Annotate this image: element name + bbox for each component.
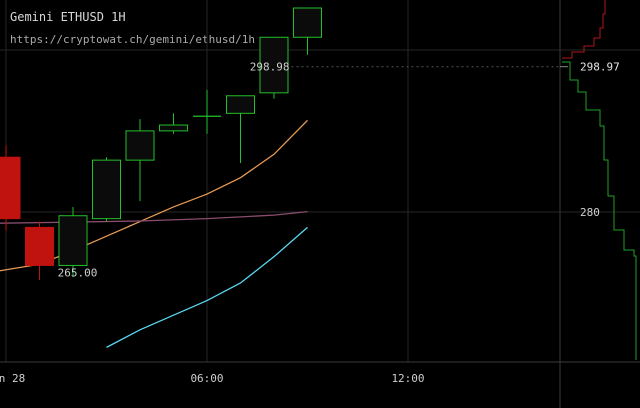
chart-source-url[interactable]: https://cryptowat.ch/gemini/ethusd/1h: [10, 33, 256, 46]
high-price-label: 298.98: [250, 61, 290, 74]
candle-body[interactable]: [125, 130, 155, 161]
candle-layer: [0, 7, 322, 281]
candle-body[interactable]: [25, 226, 54, 266]
candle-body[interactable]: [159, 124, 188, 132]
indicator-line-orange: [0, 119, 308, 272]
time-tick-label: 06:00: [190, 372, 223, 385]
last-price-label: 298.97: [580, 61, 620, 74]
candle-body[interactable]: [0, 156, 21, 220]
time-tick-label: n 28: [0, 372, 25, 385]
candle-body[interactable]: [92, 159, 121, 220]
indicator-line-cyan: [106, 226, 308, 348]
order-depth-layer: [562, 0, 637, 360]
label-layer: 298.98 265.00 280 298.97 n 28 06:00 12:00: [0, 61, 620, 385]
ask-depth-line: [562, 0, 606, 59]
time-tick-label: 12:00: [391, 372, 424, 385]
chart-title: Gemini ETHUSD 1H: [10, 10, 126, 24]
candle-body[interactable]: [293, 7, 322, 38]
price-tick-label: 280: [580, 206, 600, 219]
candle-body[interactable]: [58, 215, 88, 266]
indicator-line-purple: [0, 210, 308, 224]
low-price-label: 265.00: [58, 266, 98, 279]
candle-body[interactable]: [259, 36, 289, 94]
candle-body[interactable]: [226, 95, 255, 114]
bid-depth-line: [562, 61, 637, 360]
